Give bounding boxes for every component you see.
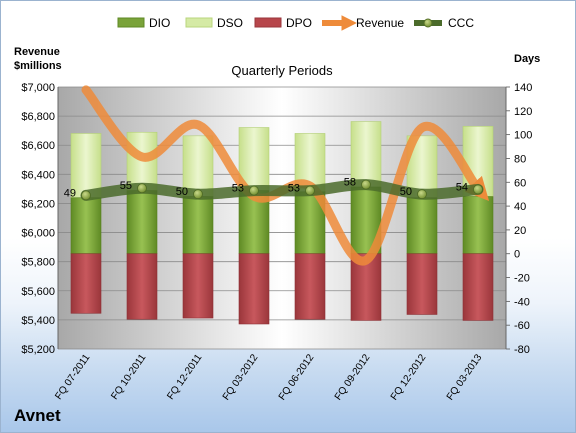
ccc-data-label: 58 (344, 177, 356, 189)
ccc-data-label: 50 (400, 186, 412, 198)
ccc-point (361, 179, 371, 190)
left-tick-label: $5,800 (21, 257, 55, 269)
ccc-data-label: 54 (456, 181, 468, 193)
revenue-line (81, 85, 490, 266)
ccc-point (417, 189, 427, 200)
category-label: FQ 12-2012 (389, 352, 429, 402)
legend-ccc-marker (423, 18, 433, 28)
right-tick-label: 80 (514, 153, 526, 165)
ccc-point (81, 190, 91, 201)
ccc-point (473, 184, 483, 195)
category-label: FQ 12-2011 (165, 352, 204, 402)
right-tick-label: -40 (514, 296, 530, 308)
category-label: FQ 03-2012 (221, 352, 261, 402)
bars-layer (70, 121, 494, 325)
left-tick-label: $6,600 (21, 140, 55, 152)
category-label: FQ 10-2011 (109, 352, 148, 402)
legend: DIO DSO DPO Revenue CCC (117, 15, 474, 31)
category-label: FQ 03-2013 (445, 352, 485, 402)
legend-label-ccc: CCC (448, 16, 474, 30)
legend-swatch-dpo (254, 17, 282, 28)
legend-swatch-dio (117, 17, 145, 28)
left-tick-label: $7,000 (21, 82, 55, 94)
bar-dio (70, 197, 102, 255)
legend-label-dpo: DPO (286, 16, 312, 30)
right-tick-label: -60 (514, 320, 530, 332)
bar-dpo (126, 253, 158, 320)
left-tick-label: $6,000 (21, 228, 55, 240)
ccc-point (137, 183, 147, 194)
bar-dio (126, 190, 158, 255)
right-tick-label: 140 (514, 82, 532, 94)
ccc-point (193, 189, 203, 200)
category-label: FQ 07-2011 (53, 352, 92, 402)
left-tick-label: $6,200 (21, 198, 55, 210)
legend-label-revenue: Revenue (356, 16, 404, 30)
ccc-data-label: 50 (176, 186, 188, 198)
bar-dio (462, 196, 494, 255)
chart-title: Quarterly Periods (231, 63, 333, 78)
right-tick-label: 40 (514, 201, 526, 213)
plot-area (58, 87, 506, 349)
left-tick-label: $5,400 (21, 315, 55, 327)
bar-dio (182, 196, 214, 255)
category-label: FQ 09-2012 (333, 352, 373, 402)
bar-dpo (182, 253, 214, 319)
category-label: FQ 06-2012 (277, 352, 317, 402)
ccc-data-label: 49 (64, 187, 76, 199)
left-tick-label: $6,800 (21, 111, 55, 123)
bar-dpo (70, 253, 102, 314)
left-tick-label: $5,600 (21, 286, 55, 298)
company-name: Avnet (14, 406, 61, 425)
bar-dpo (406, 253, 438, 315)
right-axis-title: Days (514, 53, 540, 65)
ccc-data-label: 55 (120, 180, 132, 192)
left-tick-label: $5,200 (21, 344, 55, 356)
left-axis-title-line1: Revenue (14, 46, 60, 58)
legend-label-dso: DSO (217, 16, 243, 30)
bar-dpo (294, 253, 326, 320)
left-tick-label: $6,400 (21, 169, 55, 181)
bar-dpo (238, 253, 270, 325)
ccc-point (249, 185, 259, 196)
ccc-point (305, 185, 315, 196)
right-tick-label: 20 (514, 225, 526, 237)
right-tick-label: 60 (514, 177, 526, 189)
bar-dio (406, 197, 438, 255)
ccc-data-label: 53 (288, 183, 300, 195)
bar-dpo (462, 253, 494, 321)
legend-label-dio: DIO (149, 16, 170, 30)
left-axis-title-line2: $millions (14, 60, 62, 72)
ccc-data-label: 53 (232, 183, 244, 195)
legend-swatch-dso (185, 17, 213, 28)
lines-layer: 49 55 50 53 53 58 50 54 (64, 85, 490, 266)
bar-dso (70, 133, 102, 199)
right-tick-label: 100 (514, 130, 532, 142)
bar-dso (182, 135, 214, 197)
right-tick-label: 0 (514, 249, 520, 261)
right-tick-label: 120 (514, 106, 532, 118)
right-tick-label: -20 (514, 273, 530, 285)
right-tick-label: -80 (514, 344, 530, 356)
